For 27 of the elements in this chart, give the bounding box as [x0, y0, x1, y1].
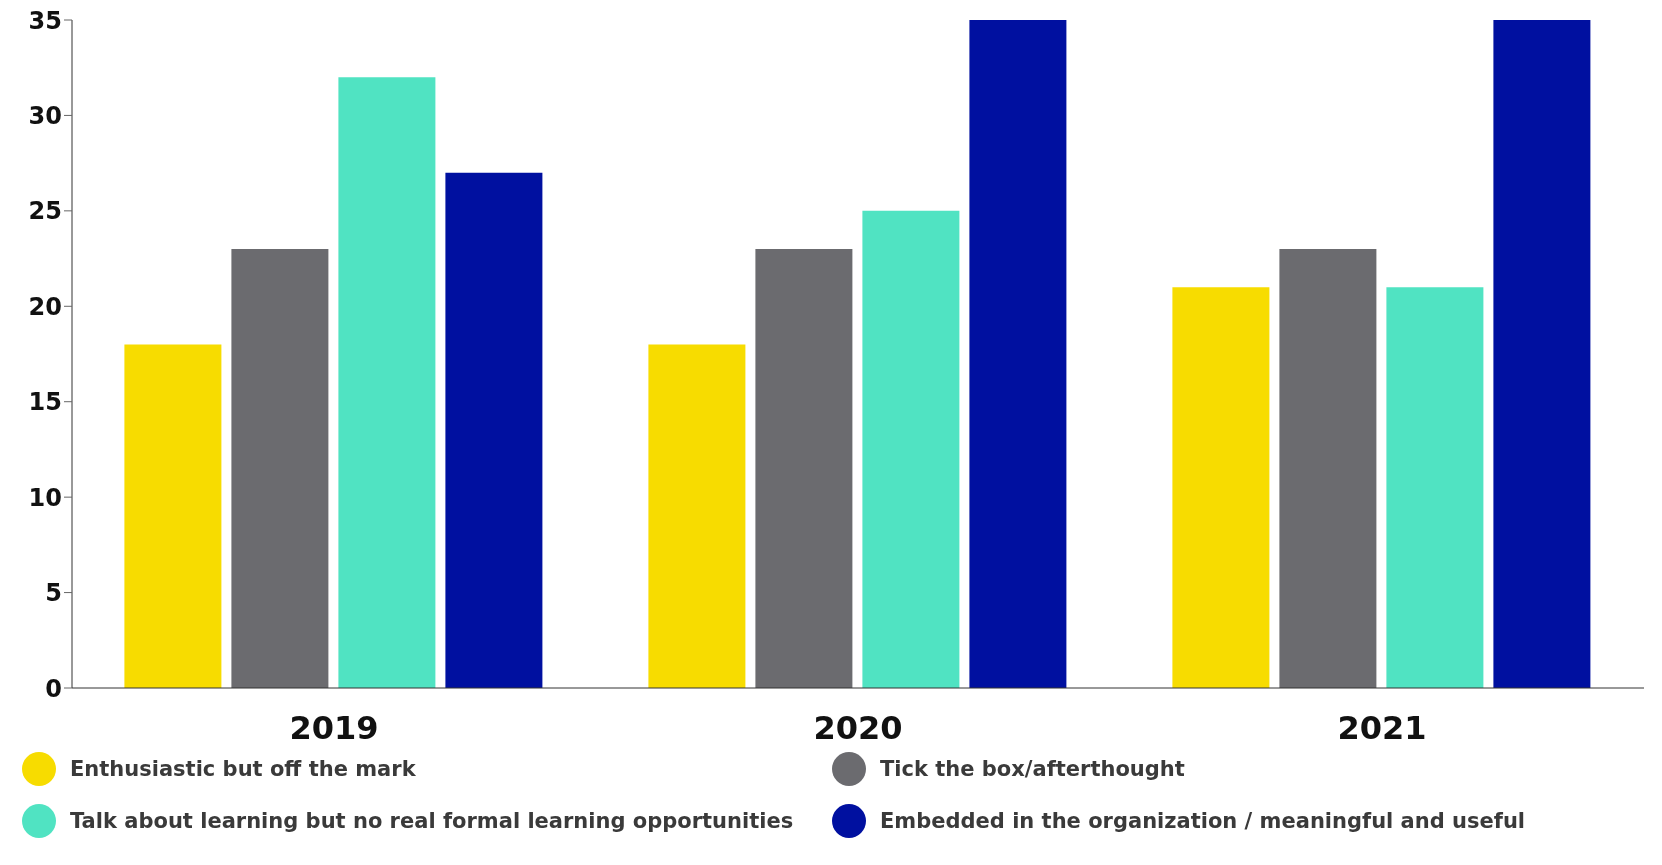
bar: [648, 344, 746, 688]
bar: [1386, 287, 1484, 688]
y-tick-label: 10: [28, 483, 62, 512]
bar: [755, 249, 853, 688]
bar: [969, 20, 1067, 688]
y-tick-label: 30: [28, 101, 62, 130]
bar: [124, 344, 222, 688]
bar: [1172, 287, 1270, 688]
y-tick-label: 15: [28, 388, 62, 417]
x-tick-label: 2021: [1337, 708, 1427, 747]
y-tick-label: 5: [45, 579, 62, 608]
bar: [1493, 20, 1591, 688]
legend-label: Enthusiastic but off the mark: [70, 757, 416, 781]
x-tick-label: 2019: [289, 708, 379, 747]
legend-label: Embedded in the organization / meaningful and useful: [880, 809, 1526, 833]
bar: [1279, 249, 1377, 688]
legend-label: Talk about learning but no real formal learning opportunities: [70, 809, 794, 833]
bar: [862, 210, 960, 688]
x-tick-label: 2020: [813, 708, 903, 747]
y-tick-label: 0: [45, 674, 62, 703]
bar: [338, 77, 436, 688]
bar: [231, 249, 329, 688]
y-tick-label: 25: [28, 197, 62, 226]
legend-label: Tick the box/afterthought: [880, 757, 1185, 781]
y-tick-label: 20: [28, 292, 62, 321]
bar: [445, 172, 543, 688]
y-tick-label: 35: [28, 6, 62, 35]
